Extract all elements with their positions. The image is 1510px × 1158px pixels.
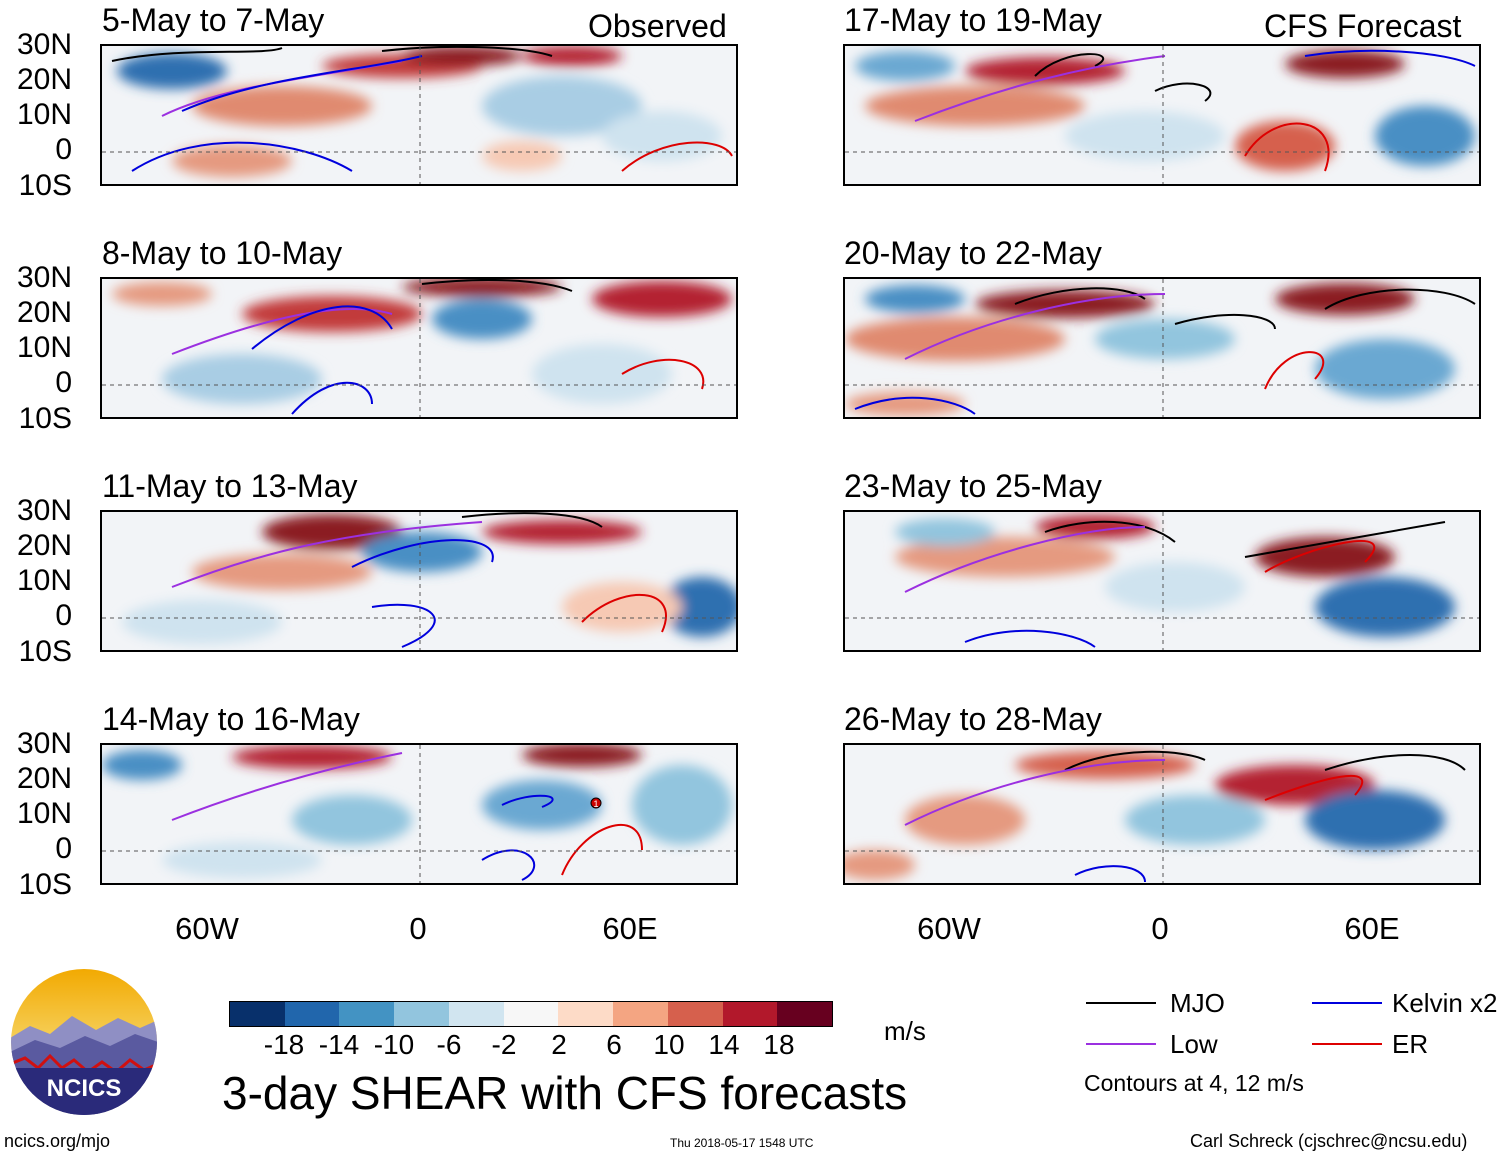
legend-label: Kelvin x2 [1392, 988, 1498, 1018]
lon-label: 0 [409, 911, 427, 946]
panel-title: 8-May to 10-May [102, 235, 343, 271]
lat-label: 20N [16, 529, 72, 562]
colorbar-tick: 6 [606, 1029, 622, 1060]
legend-line-kelvin [1312, 1002, 1382, 1004]
colorbar-tick: 10 [653, 1029, 685, 1060]
panel-title: 26-May to 28-May [844, 701, 1102, 737]
colorbar-tick: 2 [551, 1029, 567, 1060]
colorbar-swatch [284, 1002, 340, 1026]
colorbar-tick: 14 [708, 1029, 740, 1060]
colorbar-swatch [667, 1002, 723, 1026]
lat-label: 10S [18, 868, 72, 901]
lat-label: 30N [16, 727, 72, 760]
colorbar-swatch [558, 1002, 614, 1026]
lon-label: 60E [602, 911, 658, 946]
lat-label: 0 [55, 133, 72, 166]
map-panel-obs-2 [100, 277, 738, 419]
forecast-header: CFS Forecast [1264, 8, 1462, 44]
map-panel-obs-3 [100, 510, 738, 652]
colorbar-tick: -2 [491, 1029, 517, 1060]
colorbar-swatch [339, 1002, 395, 1026]
lat-label: 10S [18, 402, 72, 435]
colorbar-units: m/s [884, 1016, 926, 1046]
panel-title: 14-May to 16-May [102, 701, 360, 737]
map-panel-fcst-4 [843, 743, 1481, 885]
lat-label: 20N [16, 762, 72, 795]
colorbar-tick: -18 [263, 1029, 305, 1060]
legend-line-er [1312, 1043, 1382, 1045]
lat-label: 20N [16, 296, 72, 329]
lat-label: 30N [16, 28, 72, 61]
map-panel-fcst-2 [843, 277, 1481, 419]
map-panel-obs-4: 1 [100, 743, 738, 885]
legend-line-low [1086, 1043, 1156, 1045]
lat-label: 0 [55, 832, 72, 865]
colorbar-swatch [394, 1002, 449, 1026]
colorbar-tick: -14 [318, 1029, 360, 1060]
ncics-logo: NCICS [10, 968, 158, 1116]
colorbar-tick: 18 [763, 1029, 795, 1060]
footer-credit: Carl Schreck (cjschrec@ncsu.edu) [1190, 1131, 1468, 1151]
panel-title: 23-May to 25-May [844, 468, 1102, 504]
legend-label: ER [1392, 1029, 1429, 1059]
lat-label: 10N [16, 564, 72, 597]
storm-marker-label: 1 [593, 799, 598, 809]
contour-legend: MJO Kelvin x2 Low ER [1086, 990, 1506, 1090]
panel-title: 17-May to 19-May [844, 2, 1102, 38]
colorbar-swatch [230, 1002, 285, 1026]
legend-label: MJO [1170, 988, 1225, 1018]
lon-label: 0 [1151, 911, 1169, 946]
legend-line-mjo [1086, 1002, 1156, 1004]
map-panel-fcst-1 [843, 44, 1481, 186]
colorbar-swatch [448, 1002, 504, 1026]
panel-title: 5-May to 7-May [102, 2, 325, 38]
lat-label: 30N [16, 261, 72, 294]
panel-title: 20-May to 22-May [844, 235, 1102, 271]
lat-label: 10N [16, 797, 72, 830]
logo-text: NCICS [47, 1075, 122, 1102]
colorbar-tick: -10 [373, 1029, 415, 1060]
colorbar-swatch [777, 1002, 833, 1026]
lon-label: 60E [1344, 911, 1400, 946]
map-panel-obs-1 [100, 44, 738, 186]
lat-label: 0 [55, 599, 72, 632]
legend-label: Low [1170, 1029, 1218, 1059]
lat-label: 20N [16, 63, 72, 96]
chart-title: 3-day SHEAR with CFS forecasts [222, 1067, 908, 1119]
colorbar-swatch [722, 1002, 778, 1026]
footer-timestamp: Thu 2018-05-17 1548 UTC [670, 1136, 814, 1150]
map-panel-fcst-3 [843, 510, 1481, 652]
lat-label: 10S [18, 169, 72, 202]
footer-url: ncics.org/mjo [4, 1131, 111, 1151]
lat-label: 0 [55, 366, 72, 399]
colorbar [229, 1001, 833, 1027]
lat-label: 10N [16, 331, 72, 364]
colorbar-swatch [613, 1002, 668, 1026]
colorbar-tick: -6 [436, 1029, 462, 1060]
lon-label: 60W [917, 911, 981, 946]
lat-label: 30N [16, 494, 72, 527]
observed-header: Observed [588, 8, 727, 44]
panel-title: 11-May to 13-May [102, 468, 358, 504]
colorbar-swatch [503, 1002, 559, 1026]
storm-marker-icon [590, 797, 602, 809]
lat-label: 10N [16, 98, 72, 131]
lat-label: 10S [18, 635, 72, 668]
contour-note: Contours at 4, 12 m/s [1084, 1070, 1304, 1096]
lon-label: 60W [175, 911, 239, 946]
